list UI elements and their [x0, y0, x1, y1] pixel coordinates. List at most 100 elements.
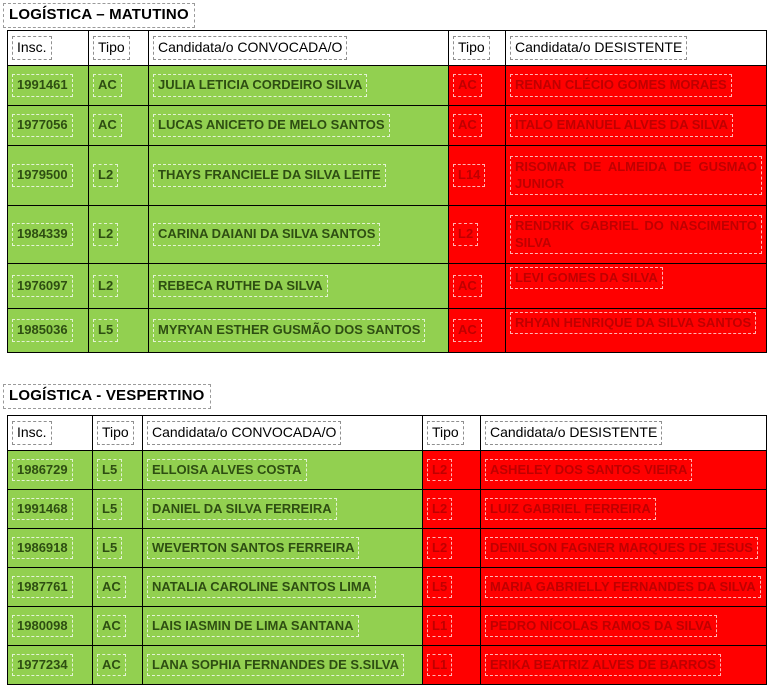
tipo-convocada-cell-value: L5: [97, 497, 123, 521]
table-vespertino-header: Insc. Tipo Candidata/o CONVOCADA/O Tipo …: [7, 415, 767, 451]
tipo-desistente-cell: AC: [448, 263, 506, 309]
desistente-name-cell: LEVI GOMES DA SILVA: [505, 263, 767, 309]
header-row: Insc. Tipo Candidata/o CONVOCADA/O Tipo …: [7, 30, 767, 66]
insc-cell: 1985036: [7, 308, 89, 353]
insc-cell: 1977056: [7, 105, 89, 146]
insc-cell: 1986918: [7, 528, 93, 568]
col-header-insc: Insc.: [7, 30, 89, 66]
convocada-name-cell: WEVERTON SANTOS FERREIRA: [142, 528, 423, 568]
convocada-name-cell: ELLOISA ALVES COSTA: [142, 450, 423, 490]
convocada-name-cell: NATALIA CAROLINE SANTOS LIMA: [142, 567, 423, 607]
insc-cell-value: 1984339: [12, 223, 73, 246]
desistente-name-cell: MARIA GABRIELLY FERNANDES DA SILVA: [480, 567, 767, 607]
tipo-desistente-cell-value: AC: [453, 274, 482, 298]
tipo-desistente-cell-value: AC: [453, 319, 482, 342]
insc-cell-value: 1987761: [12, 575, 73, 599]
tipo-convocada-cell-value: AC: [97, 614, 126, 638]
convocada-name-cell-value: THAYS FRANCIELE DA SILVA LEITE: [153, 164, 386, 187]
insc-cell-value: 1979500: [12, 164, 73, 187]
table-matutino-header: Insc. Tipo Candidata/o CONVOCADA/O Tipo …: [7, 30, 767, 66]
insc-cell-value: 1977234: [12, 653, 73, 677]
col-header-insc-label: Insc.: [12, 36, 52, 60]
desistente-name-cell: RISOMAR DE ALMEIDA DE GUSMAO JUNIOR: [505, 145, 767, 206]
desistente-name-cell-value: ASHELEY DOS SANTOS VIEIRA: [485, 458, 693, 482]
tipo-convocada-cell: L2: [88, 205, 149, 264]
col-header-tipo-desistente-label: Tipo: [427, 421, 464, 445]
tipo-convocada-cell-value: L2: [93, 223, 119, 246]
insc-cell-value: 1986729: [12, 458, 73, 482]
desistente-name-cell-value: PEDRO NÍCOLAS RAMOS DA SILVA: [485, 614, 718, 638]
tipo-desistente-cell-value: L2: [427, 458, 453, 482]
convocada-name-cell: REBECA RUTHE DA SILVA: [148, 263, 449, 309]
convocada-name-cell: LANA SOPHIA FERNANDES DE S.SILVA: [142, 645, 423, 685]
tipo-desistente-cell: L2: [422, 489, 481, 529]
candidate-row: 1986918 L5 WEVERTON SANTOS FERREIRA L2 DENIL…: [7, 528, 767, 568]
insc-cell-value: 1985036: [12, 319, 73, 342]
tipo-desistente-cell-value: L2: [427, 497, 453, 521]
tipo-desistente-cell-value: AC: [453, 74, 482, 97]
section-title-vespertino: LOGÍSTICA - VESPERTINO: [3, 384, 211, 409]
convocada-name-cell: THAYS FRANCIELE DA SILVA LEITE: [148, 145, 449, 206]
tipo-desistente-cell: L14: [448, 145, 506, 206]
candidate-row: 1979500 L2 THAYS FRANCIELE DA SILVA LEITE L…: [7, 145, 767, 206]
desistente-name-cell-value: RISOMAR DE ALMEIDA DE GUSMAO JUNIOR: [510, 156, 762, 195]
desistente-name-cell-value: RENAN CLÉCIO GOMES MORAES: [510, 74, 732, 97]
desistente-name-cell: ASHELEY DOS SANTOS VIEIRA: [480, 450, 767, 490]
convocada-name-cell: MYRYAN ESTHER GUSMÃO DOS SANTOS: [148, 308, 449, 353]
convocada-name-cell: DANIEL DA SILVA FERREIRA: [142, 489, 423, 529]
table-vespertino: Insc. Tipo Candidata/o CONVOCADA/O Tipo …: [7, 415, 767, 685]
convocada-name-cell-value: REBECA RUTHE DA SILVA: [153, 274, 328, 298]
convocada-name-cell-value: ELLOISA ALVES COSTA: [147, 458, 307, 482]
col-header-tipo-convocada: Tipo: [88, 30, 149, 66]
candidate-row: 1991468 L5 DANIEL DA SILVA FERREIRA L2 LUIZ …: [7, 489, 767, 529]
convocada-name-cell-value: DANIEL DA SILVA FERREIRA: [147, 497, 337, 521]
tipo-convocada-cell-value: L5: [93, 319, 119, 342]
insc-cell-value: 1991461: [12, 74, 73, 97]
table-vespertino-body: 1986729 L5 ELLOISA ALVES COSTA L2 ASHELEY DO…: [7, 450, 767, 685]
convocada-name-cell-value: CARINA DAIANI DA SILVA SANTOS: [153, 223, 381, 246]
convocada-name-cell-value: LAIS IASMIN DE LIMA SANTANA: [147, 614, 359, 638]
tipo-convocada-cell-value: AC: [97, 575, 126, 599]
insc-cell: 1976097: [7, 263, 89, 309]
insc-cell: 1986729: [7, 450, 93, 490]
tipo-desistente-cell-value: L1: [427, 614, 453, 638]
convocada-name-cell-value: JULIA LETICIA CORDEIRO SILVA: [153, 74, 368, 97]
col-header-convocada-label: Candidata/o CONVOCADA/O: [153, 36, 348, 60]
col-header-convocada: Candidata/o CONVOCADA/O: [142, 415, 423, 451]
header-row: Insc. Tipo Candidata/o CONVOCADA/O Tipo …: [7, 415, 767, 451]
col-header-insc: Insc.: [7, 415, 93, 451]
desistente-name-cell: ITALO EMANUEL ALVES DA SILVA: [505, 105, 767, 146]
insc-cell-value: 1976097: [12, 274, 73, 298]
convocada-name-cell-value: WEVERTON SANTOS FERREIRA: [147, 536, 360, 560]
col-header-convocada-label: Candidata/o CONVOCADA/O: [147, 421, 342, 445]
tipo-convocada-cell: AC: [92, 645, 143, 685]
col-header-desistente: Candidata/o DESISTENTE: [480, 415, 767, 451]
col-header-tipo-convocada-label: Tipo: [93, 36, 130, 60]
desistente-name-cell: PEDRO NÍCOLAS RAMOS DA SILVA: [480, 606, 767, 646]
tipo-convocada-cell: AC: [92, 567, 143, 607]
col-header-tipo-convocada: Tipo: [92, 415, 143, 451]
convocada-name-cell: LAIS IASMIN DE LIMA SANTANA: [142, 606, 423, 646]
tipo-convocada-cell-value: L5: [97, 458, 123, 482]
tipo-desistente-cell: L2: [448, 205, 506, 264]
section-title-matutino-label: LOGÍSTICA – MATUTINO: [3, 3, 195, 28]
tipo-desistente-cell-value: L5: [427, 575, 453, 599]
tipo-desistente-cell: AC: [448, 65, 506, 106]
desistente-name-cell: LUIZ GABRIEL FERREIRA: [480, 489, 767, 529]
insc-cell: 1991468: [7, 489, 93, 529]
tipo-desistente-cell: L2: [422, 450, 481, 490]
candidate-row: 1985036 L5 MYRYAN ESTHER GUSMÃO DOS SANTOS…: [7, 308, 767, 353]
tipo-convocada-cell-value: AC: [93, 114, 122, 137]
convocada-name-cell: LUCAS ANICETO DE MELO SANTOS: [148, 105, 449, 146]
tipo-desistente-cell-value: L1: [427, 653, 453, 677]
insc-cell: 1980098: [7, 606, 93, 646]
col-header-tipo-desistente: Tipo: [422, 415, 481, 451]
tipo-convocada-cell: L5: [88, 308, 149, 353]
candidate-row: 1986729 L5 ELLOISA ALVES COSTA L2 ASHELEY DO…: [7, 450, 767, 490]
section-title-vespertino-label: LOGÍSTICA - VESPERTINO: [3, 384, 211, 409]
candidate-row: 1977234 AC LANA SOPHIA FERNANDES DE S.SILV…: [7, 645, 767, 685]
candidate-row: 1976097 L2 REBECA RUTHE DA SILVA AC LEVI GOM…: [7, 263, 767, 309]
tipo-convocada-cell-value: AC: [93, 74, 122, 97]
desistente-name-cell-value: RHYAN HENRIQUE DA SILVA SANTOS: [510, 312, 757, 335]
